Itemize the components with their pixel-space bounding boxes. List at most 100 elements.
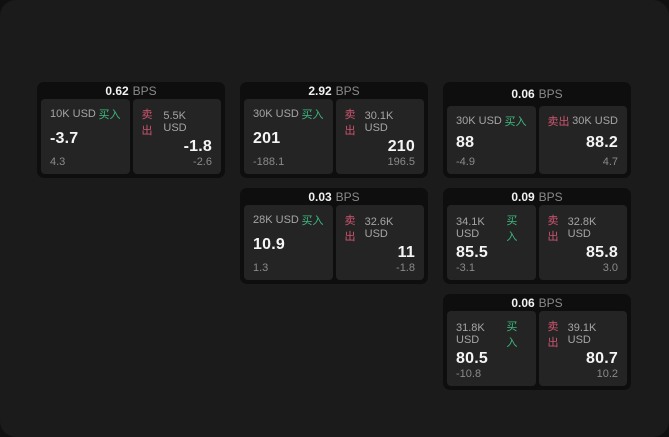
- sell-price: 88.2: [586, 133, 618, 151]
- sell-panel-top: 卖出 39.1K USD: [548, 318, 619, 350]
- buy-panel[interactable]: 30K USD 买入 88 -4.9: [447, 106, 536, 174]
- panel-row: 28K USD 买入 10.9 1.3 卖出 32.6K USD 11 -1.8: [244, 205, 424, 280]
- sell-amount-label: 39.1K USD: [567, 322, 597, 346]
- sell-amount-label: 5.5K USD: [163, 110, 187, 134]
- buy-sub-value: -188.1: [253, 156, 285, 168]
- quote-card: 0.06 BPS 31.8K USD 买入 80.5 -10.8 卖出 39.1…: [443, 294, 631, 390]
- sell-side-label: 卖出: [547, 116, 570, 128]
- panel-row: 34.1K USD 买入 85.5 -3.1 卖出 32.8K USD 85.8…: [447, 205, 627, 280]
- buy-sub-value: -4.9: [456, 156, 475, 168]
- buy-amount-label: 28K USD: [253, 214, 299, 226]
- bps-unit-label: BPS: [335, 83, 360, 98]
- sell-side-label: 卖出: [547, 215, 559, 243]
- sell-panel[interactable]: 卖出 30.1K USD 210 196.5: [335, 99, 424, 174]
- buy-price: 80.5: [456, 350, 488, 367]
- sell-amount-label: 32.8K USD: [567, 216, 597, 240]
- sell-panel-top: 卖出 30K USD: [548, 113, 619, 129]
- sell-side-label: 卖出: [344, 109, 356, 137]
- sell-panel-top: 卖出 30.1K USD: [345, 106, 416, 138]
- sell-sub-value: -2.6: [193, 156, 212, 168]
- card-header: 0.06 BPS: [447, 294, 627, 311]
- quote-card: 0.62 BPS 10K USD 买入 -3.7 4.3 卖出 5.5K USD…: [37, 82, 225, 178]
- buy-side-label: 买入: [98, 109, 121, 121]
- buy-panel[interactable]: 10K USD 买入 -3.7 4.3: [41, 99, 130, 174]
- sell-amount-label: 30K USD: [572, 115, 618, 127]
- quote-card: 0.09 BPS 34.1K USD 买入 85.5 -3.1 卖出 32.8K…: [443, 188, 631, 284]
- sell-panel[interactable]: 卖出 39.1K USD 80.7 10.2: [538, 311, 627, 386]
- bps-unit-label: BPS: [538, 295, 563, 310]
- buy-sub-value: -3.1: [456, 262, 475, 274]
- sell-panel-top: 卖出 32.6K USD: [345, 212, 416, 244]
- buy-panel[interactable]: 31.8K USD 买入 80.5 -10.8: [447, 311, 536, 386]
- card-header: 0.62 BPS: [41, 82, 221, 99]
- sell-sub-value: 10.2: [596, 368, 618, 380]
- sell-panel[interactable]: 卖出 32.8K USD 85.8 3.0: [538, 205, 627, 280]
- card-header: 0.09 BPS: [447, 188, 627, 205]
- buy-panel-top: 30K USD 买入: [456, 113, 527, 129]
- buy-side-label: 买入: [504, 116, 527, 128]
- buy-amount-label: 10K USD: [50, 108, 96, 120]
- panel-row: 30K USD 买入 88 -4.9 卖出 30K USD 88.2 4.7: [447, 106, 627, 174]
- buy-amount-label: 34.1K USD: [456, 216, 485, 240]
- sell-panel-top: 卖出 5.5K USD: [142, 106, 213, 138]
- buy-panel[interactable]: 30K USD 买入 201 -188.1: [244, 99, 333, 174]
- bps-value: 0.06: [511, 295, 535, 310]
- buy-price: 85.5: [456, 244, 488, 261]
- card-header: 0.06 BPS: [447, 82, 627, 106]
- buy-sub-value: 1.3: [253, 262, 269, 274]
- sell-side-label: 卖出: [141, 109, 153, 137]
- buy-sub-value: 4.3: [50, 156, 66, 168]
- sell-sub-value: 196.5: [387, 156, 415, 168]
- quote-card: 0.06 BPS 30K USD 买入 88 -4.9 卖出 30K USD 8…: [443, 82, 631, 178]
- buy-price: 88: [456, 133, 475, 151]
- sell-price: 11: [397, 244, 415, 261]
- buy-amount-label: 31.8K USD: [456, 322, 485, 346]
- sell-panel[interactable]: 卖出 32.6K USD 11 -1.8: [335, 205, 424, 280]
- sell-panel[interactable]: 卖出 5.5K USD -1.8 -2.6: [132, 99, 221, 174]
- buy-panel-top: 34.1K USD 买入: [456, 212, 527, 244]
- sell-side-label: 卖出: [344, 215, 356, 243]
- buy-panel-top: 28K USD 买入: [253, 212, 324, 228]
- sell-panel-top: 卖出 32.8K USD: [548, 212, 619, 244]
- bps-value: 0.06: [511, 87, 535, 101]
- buy-side-label: 买入: [506, 321, 518, 349]
- sell-panel[interactable]: 卖出 30K USD 88.2 4.7: [538, 106, 627, 174]
- bps-value: 0.62: [105, 83, 129, 98]
- bps-value: 0.09: [511, 189, 535, 204]
- bps-value: 0.03: [308, 189, 332, 204]
- sell-amount-label: 32.6K USD: [364, 216, 394, 240]
- card-header: 0.03 BPS: [244, 188, 424, 205]
- card-header: 2.92 BPS: [244, 82, 424, 99]
- bps-unit-label: BPS: [538, 189, 563, 204]
- bps-unit-label: BPS: [335, 189, 360, 204]
- panel-row: 10K USD 买入 -3.7 4.3 卖出 5.5K USD -1.8 -2.…: [41, 99, 221, 174]
- buy-panel[interactable]: 34.1K USD 买入 85.5 -3.1: [447, 205, 536, 280]
- buy-price: 10.9: [253, 236, 285, 253]
- quote-card: 0.03 BPS 28K USD 买入 10.9 1.3 卖出 32.6K US…: [240, 188, 428, 284]
- quote-card: 2.92 BPS 30K USD 买入 201 -188.1 卖出 30.1K …: [240, 82, 428, 178]
- buy-amount-label: 30K USD: [253, 108, 299, 120]
- buy-amount-label: 30K USD: [456, 115, 502, 127]
- buy-panel-top: 31.8K USD 买入: [456, 318, 527, 350]
- panel-row: 30K USD 买入 201 -188.1 卖出 30.1K USD 210 1…: [244, 99, 424, 174]
- bps-value: 2.92: [308, 83, 332, 98]
- sell-side-label: 卖出: [547, 321, 559, 349]
- sell-price: 80.7: [586, 350, 618, 367]
- buy-panel[interactable]: 28K USD 买入 10.9 1.3: [244, 205, 333, 280]
- sell-price: 85.8: [586, 244, 618, 261]
- buy-price: -3.7: [50, 130, 79, 147]
- sell-price: 210: [387, 138, 415, 155]
- sell-amount-label: 30.1K USD: [364, 110, 394, 134]
- buy-sub-value: -10.8: [456, 368, 482, 380]
- buy-price: 201: [253, 130, 281, 147]
- buy-side-label: 买入: [301, 109, 324, 121]
- sell-sub-value: 3.0: [602, 262, 618, 274]
- sell-price: -1.8: [183, 138, 212, 155]
- bps-unit-label: BPS: [538, 87, 563, 101]
- buy-panel-top: 30K USD 买入: [253, 106, 324, 122]
- sell-sub-value: -1.8: [396, 262, 415, 274]
- panel-row: 31.8K USD 买入 80.5 -10.8 卖出 39.1K USD 80.…: [447, 311, 627, 386]
- buy-side-label: 买入: [301, 215, 324, 227]
